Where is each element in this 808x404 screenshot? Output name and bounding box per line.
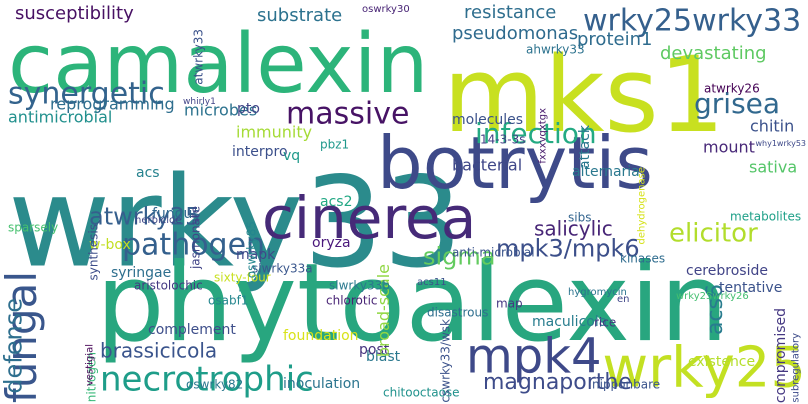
cloud-word: slwrky33b (329, 278, 390, 293)
cloud-word: jasmonate (188, 206, 203, 270)
cloud-word: salicylic (534, 216, 613, 241)
cloud-word: acs11 (417, 277, 447, 289)
cloud-word: rice (594, 315, 617, 330)
cloud-word: protein1 (577, 28, 653, 50)
cloud-word: nipponbare (592, 377, 661, 392)
cloud-word: sixty-four (214, 270, 271, 285)
cloud-word: infection (475, 117, 597, 151)
cloud-word: slwrky33a (252, 261, 313, 276)
cloud-word: pto (237, 101, 260, 118)
cloud-word: acs2 (320, 194, 353, 211)
cloud-word: anti-microbial (452, 245, 535, 260)
cloud-word: wrky33 (8, 150, 463, 296)
cloud-word: interpro (232, 144, 288, 161)
cloud-word: subregulatory (790, 333, 802, 403)
cloud-word: sibs (568, 210, 592, 225)
cloud-word: vq (283, 148, 301, 165)
cloud-word: camalexin (8, 17, 429, 113)
cloud-word: whirly1 (183, 96, 216, 107)
cloud-word: sigma (423, 242, 496, 271)
cloud-word: mount (703, 137, 755, 157)
cloud-word: magnaporthe (483, 369, 632, 395)
cloud-word: tentative (719, 280, 783, 297)
cloud-word: acs (136, 165, 160, 182)
cloud-word: sparsely (8, 220, 59, 235)
cloud-word: massive (286, 96, 410, 132)
cloud-word: synthesis (86, 224, 101, 281)
cloud-word: synergetic (8, 76, 165, 112)
cloud-word: defense (0, 298, 27, 394)
cloud-word: aristolochic (134, 278, 203, 293)
cloud-word: elicitor (669, 218, 758, 249)
cloud-word: chlorotic (326, 293, 378, 308)
cloud-word: antimicrobial (8, 107, 113, 127)
cloud-word: oryza (312, 235, 351, 252)
cloud-word: wrky25wrky33 (583, 3, 802, 39)
cloud-word: alternaria (572, 164, 640, 181)
cloud-word: ahwrky33 (526, 42, 585, 57)
cloud-word: blast (366, 349, 401, 366)
cloud-word: bacterial (452, 155, 523, 175)
cloud-word: microbes (184, 100, 258, 120)
cloud-word: sativa (749, 157, 798, 177)
cloud-word: oswrky82 (186, 377, 244, 392)
cloud-word: map (496, 296, 523, 311)
cloud-word: maculicola (532, 314, 608, 331)
cloud-word: mpk3/mpk6 (496, 234, 640, 263)
cloud-word: mpk4 (466, 328, 602, 385)
cloud-word: necrotrophic (100, 359, 314, 400)
cloud-word: complement (148, 322, 236, 339)
cloud-word: molecules (452, 112, 524, 129)
cloud-word: osabf1 (208, 293, 249, 308)
cloud-word: syringae (111, 265, 172, 282)
cloud-word: cswrky33/wsk (438, 319, 453, 403)
cloud-word: en (617, 294, 630, 306)
cloud-word: oswrky85 (244, 221, 259, 279)
cloud-word: chitin (750, 116, 795, 136)
cloud-word: cerebroside (686, 263, 768, 280)
cloud-word: attack (576, 125, 593, 169)
cloud-word: fxxxvqxtgx (537, 108, 549, 164)
cloud-word: metabolites (730, 209, 802, 224)
cloud-word: cinerea (262, 183, 477, 252)
cloud-word: wrky25wrky26 (676, 291, 749, 303)
cloud-word: substrate (257, 4, 343, 26)
cloud-word: immunity (236, 122, 313, 142)
cloud-word: reprogramming (50, 94, 175, 114)
cloud-word: brassicicola (100, 338, 218, 363)
cloud-word: fungus (152, 206, 200, 223)
cloud-word: vestigial (84, 344, 96, 387)
cloud-word: mapk (236, 247, 276, 264)
cloud-word: chitooctaose (383, 385, 460, 400)
cloud-word: inoculation (283, 376, 361, 393)
cloud-word: kinases (620, 251, 666, 266)
cloud-word: dehydrogenase (636, 167, 648, 245)
cloud-word: post (359, 342, 390, 359)
cloud-word: atwrky26 (704, 81, 760, 96)
cloud-word: pathogen (122, 227, 266, 263)
cloud-word: w-box (89, 237, 131, 254)
cloud-word: grisea (694, 87, 781, 121)
cloud-word: disastrous (427, 305, 489, 320)
cloud-word: herbicide (135, 215, 182, 227)
cloud-word: hygromycin (568, 287, 627, 299)
cloud-word: devastating (660, 42, 767, 64)
cloud-word: resistance (464, 1, 557, 23)
cloud-word: 14-3-3s (480, 132, 526, 147)
cloud-word: atwrky25 (89, 202, 201, 231)
cloud-word: botrytis (377, 120, 653, 205)
cloud-word: existence (688, 354, 756, 371)
cloud-word: pbz1 (320, 137, 350, 152)
cloud-word: phytoalexin (96, 240, 729, 366)
cloud-word: pseudomonas (452, 22, 579, 44)
cloud-word: foundation (283, 328, 359, 345)
cloud-word: why1wrky53 (755, 138, 806, 148)
cloud-word: oswrky30 (362, 4, 410, 16)
cloud-word: compromised (772, 307, 789, 403)
cloud-word: susceptibility (15, 2, 134, 24)
cloud-word: mks1 (443, 33, 725, 156)
cloud-word: wrky25 (602, 335, 806, 401)
cloud-word: atwrky33 (191, 29, 206, 85)
